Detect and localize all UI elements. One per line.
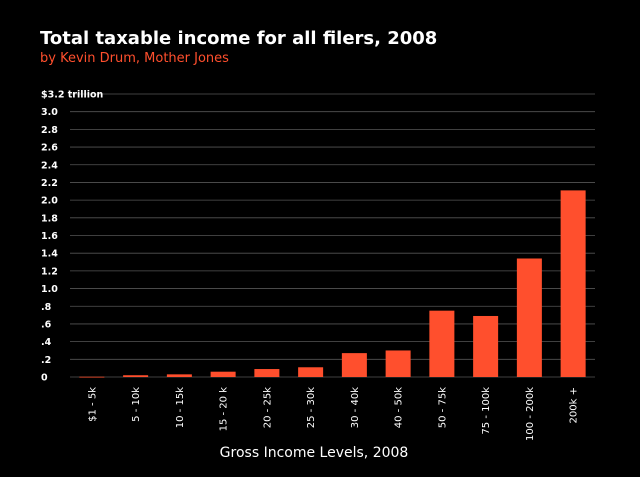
y-tick-label: 2.2 (41, 178, 58, 189)
y-tick-label: 1.6 (41, 231, 58, 242)
bar (516, 258, 542, 377)
bars (79, 190, 586, 378)
bar (560, 190, 586, 377)
bar (210, 371, 236, 377)
y-tick-label: $3.2 trillion (41, 90, 104, 101)
bar (298, 367, 324, 377)
bar (385, 350, 411, 377)
bar (79, 376, 105, 378)
chart-title: Total taxable income for all filers, 200… (40, 28, 438, 49)
grid-lines (70, 93, 595, 378)
x-tick-label: 25 - 30k (306, 387, 317, 428)
x-tick-label: 50 - 75k (437, 387, 448, 428)
x-tick-label: 40 - 50k (394, 387, 405, 428)
y-tick-label: 1.2 (41, 266, 58, 277)
y-tick-label: 2.0 (41, 196, 58, 207)
y-axis-ticks: 0 .2 .4 .6 .8 1.0 1.2 1.4 1.6 1.8 2.0 2.2 2.4 2.6 2.8 3… (41, 90, 104, 384)
bar (473, 315, 499, 377)
x-tick-label: 200k + (569, 387, 580, 423)
bar (341, 353, 367, 377)
x-tick-label: $1 - 5k (87, 387, 98, 422)
x-tick-label: 10 - 15k (175, 387, 186, 428)
y-tick-label: 2.8 (41, 125, 58, 136)
bar (254, 369, 280, 377)
bar (429, 310, 455, 377)
y-tick-label: .2 (41, 355, 51, 366)
x-tick-label: 30 - 40k (350, 387, 361, 428)
x-tick-label: 20 - 25k (262, 387, 273, 428)
y-tick-label: 2.4 (41, 160, 58, 171)
y-tick-label: .6 (41, 319, 52, 330)
x-axis-ticks: $1 - 5k 5 - 10k 10 - 15k 15 - 20 k 20 - 25k 2… (87, 387, 579, 441)
chart-subtitle: by Kevin Drum, Mother Jones (40, 51, 229, 66)
y-tick-label: 3.0 (41, 107, 58, 118)
x-tick-label: 5 - 10k (131, 387, 142, 422)
y-tick-label: 1.0 (41, 284, 58, 295)
x-axis-title: Gross Income Levels, 2008 (220, 445, 409, 461)
bar (166, 374, 192, 377)
y-tick-label: 1.4 (41, 249, 58, 260)
x-tick-label: 15 - 20 k (219, 387, 230, 432)
bar (123, 375, 149, 377)
y-tick-label: 0 (41, 373, 48, 384)
y-tick-label: .8 (41, 302, 52, 313)
x-tick-label: 100 - 200k (525, 387, 536, 441)
y-tick-label: 1.8 (41, 213, 58, 224)
x-tick-label: 75 - 100k (481, 387, 492, 435)
y-tick-label: 2.6 (41, 143, 58, 154)
y-tick-label: .4 (41, 337, 52, 348)
